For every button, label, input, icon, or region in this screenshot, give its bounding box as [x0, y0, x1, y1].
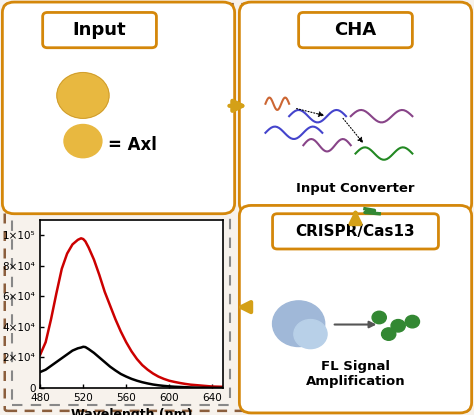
Text: = Axl: = Axl [108, 136, 157, 154]
FancyBboxPatch shape [239, 205, 472, 413]
Circle shape [382, 328, 396, 340]
FancyBboxPatch shape [273, 214, 438, 249]
FancyBboxPatch shape [239, 2, 472, 214]
Circle shape [294, 320, 327, 349]
Circle shape [372, 311, 386, 324]
Circle shape [273, 301, 325, 347]
Text: Input: Input [73, 21, 127, 39]
FancyBboxPatch shape [12, 212, 230, 405]
Circle shape [57, 73, 109, 118]
FancyBboxPatch shape [43, 12, 156, 48]
FancyBboxPatch shape [299, 12, 412, 48]
X-axis label: Wavelength (nm): Wavelength (nm) [71, 408, 192, 415]
Text: Input Converter: Input Converter [296, 182, 415, 195]
Text: CRISPR/Cas13: CRISPR/Cas13 [296, 224, 415, 239]
FancyBboxPatch shape [2, 2, 235, 214]
Text: CHA: CHA [335, 21, 376, 39]
Circle shape [64, 124, 102, 158]
Text: FL Signal
Amplification: FL Signal Amplification [306, 360, 405, 388]
Circle shape [391, 320, 405, 332]
Circle shape [405, 315, 419, 328]
